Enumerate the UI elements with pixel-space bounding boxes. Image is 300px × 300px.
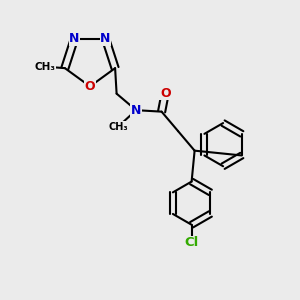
Text: O: O bbox=[160, 87, 170, 100]
Text: N: N bbox=[131, 104, 141, 117]
Text: CH₃: CH₃ bbox=[108, 122, 128, 132]
Text: Cl: Cl bbox=[184, 236, 199, 249]
Text: N: N bbox=[100, 32, 111, 45]
Text: CH₃: CH₃ bbox=[35, 62, 56, 72]
Text: N: N bbox=[69, 32, 80, 45]
Text: O: O bbox=[85, 80, 95, 93]
